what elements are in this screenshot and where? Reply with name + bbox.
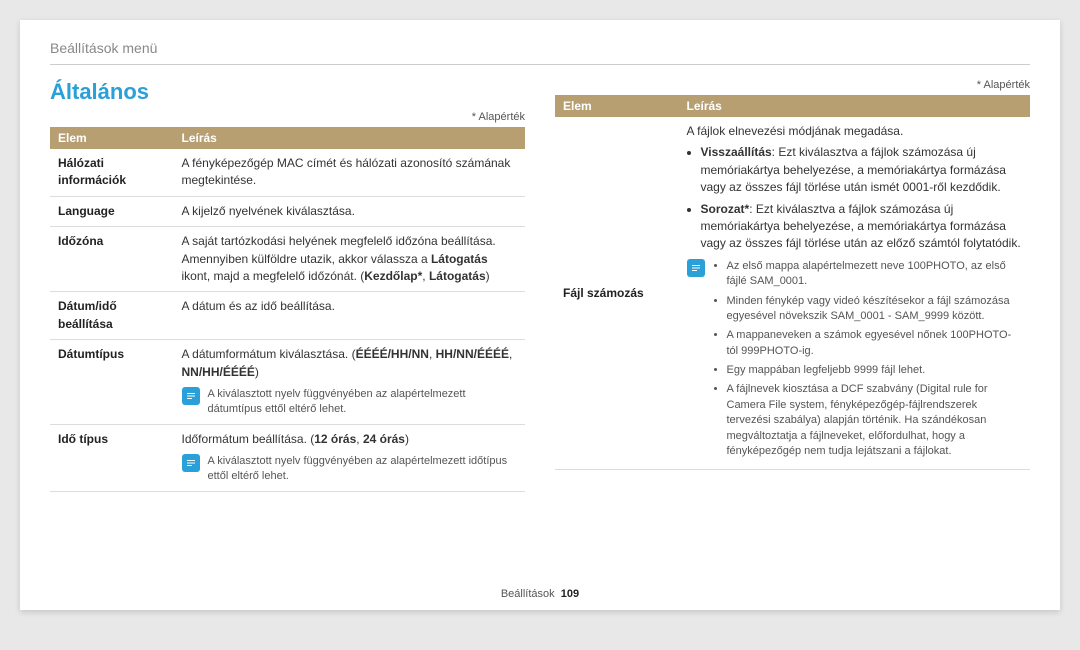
th-leiras: Leírás <box>174 127 526 149</box>
note-text: Az első mappa alapértelmezett neve 100PH… <box>713 259 1023 464</box>
page-number: 109 <box>561 588 579 600</box>
info-icon <box>182 387 200 405</box>
table-row: Dátumtípus A dátumformátum kiválasztása.… <box>50 340 525 425</box>
footer-section: Beállítások <box>501 588 555 600</box>
table-row: Fájl számozás A fájlok elnevezési módján… <box>555 117 1030 470</box>
row-elem: Hálózati információk <box>50 149 174 196</box>
th-elem: Elem <box>50 127 174 149</box>
th-leiras: Leírás <box>679 95 1031 117</box>
note-item: Egy mappában legfeljebb 9999 fájl lehet. <box>727 363 1023 378</box>
note-text: A kiválasztott nyelv függvényében az ala… <box>208 454 518 485</box>
info-icon <box>182 454 200 472</box>
row-elem: Fájl számozás <box>555 117 679 470</box>
row-desc: A fájlok elnevezési módjának megadása. V… <box>679 117 1031 470</box>
note-box: Az első mappa alapértelmezett neve 100PH… <box>687 259 1023 464</box>
row-desc: Időformátum beállítása. (12 órás, 24 órá… <box>174 424 526 491</box>
table-row: Hálózati információk A fényképezőgép MAC… <box>50 149 525 196</box>
row-desc: A dátum és az idő beállítása. <box>174 292 526 340</box>
row-elem: Időzóna <box>50 227 174 292</box>
row-desc: A saját tartózkodási helyének megfelelő … <box>174 227 526 292</box>
list-item: Sorozat*: Ezt kiválasztva a fájlok számo… <box>701 201 1023 253</box>
row-elem: Language <box>50 196 174 226</box>
page-footer: Beállítások 109 <box>20 588 1060 600</box>
left-table: Elem Leírás Hálózati információk A fényk… <box>50 127 525 492</box>
note-item: Minden fénykép vagy videó készítésekor a… <box>727 294 1023 325</box>
note-box: A kiválasztott nyelv függvényében az ala… <box>182 454 518 485</box>
breadcrumb: Beállítások menü <box>50 40 1030 56</box>
note-text: A kiválasztott nyelv függvényében az ala… <box>208 387 518 418</box>
row-desc: A kijelző nyelvének kiválasztása. <box>174 196 526 226</box>
table-row: Időzóna A saját tartózkodási helyének me… <box>50 227 525 292</box>
table-row: Language A kijelző nyelvének kiválasztás… <box>50 196 525 226</box>
default-note-left: * Alapérték <box>50 111 525 123</box>
row-elem: Dátumtípus <box>50 340 174 425</box>
divider <box>50 64 1030 65</box>
content-columns: Általános * Alapérték Elem Leírás Hálóza… <box>50 79 1030 492</box>
section-title: Általános <box>50 79 525 105</box>
left-column: Általános * Alapérték Elem Leírás Hálóza… <box>50 79 525 492</box>
note-box: A kiválasztott nyelv függvényében az ala… <box>182 387 518 418</box>
list-item: Visszaállítás: Ezt kiválasztva a fájlok … <box>701 144 1023 196</box>
note-item: Az első mappa alapértelmezett neve 100PH… <box>727 259 1023 290</box>
right-table: Elem Leírás Fájl számozás A fájlok elnev… <box>555 95 1030 470</box>
default-note-right: * Alapérték <box>555 79 1030 91</box>
row-desc: A dátumformátum kiválasztása. (ÉÉÉÉ/HH/N… <box>174 340 526 425</box>
info-icon <box>687 259 705 277</box>
row-elem: Idő típus <box>50 424 174 491</box>
right-column: * Alapérték Elem Leírás Fájl számozás A … <box>555 79 1030 492</box>
page: Beállítások menü Általános * Alapérték E… <box>20 20 1060 610</box>
row-elem: Dátum/idő beállítása <box>50 292 174 340</box>
table-row: Dátum/idő beállítása A dátum és az idő b… <box>50 292 525 340</box>
note-item: A fájlnevek kiosztása a DCF szabvány (Di… <box>727 382 1023 459</box>
row-desc: A fényképezőgép MAC címét és hálózati az… <box>174 149 526 196</box>
table-row: Idő típus Időformátum beállítása. (12 ór… <box>50 424 525 491</box>
note-item: A mappaneveken a számok egyesével nőnek … <box>727 328 1023 359</box>
bullet-list: Visszaállítás: Ezt kiválasztva a fájlok … <box>687 144 1023 252</box>
th-elem: Elem <box>555 95 679 117</box>
